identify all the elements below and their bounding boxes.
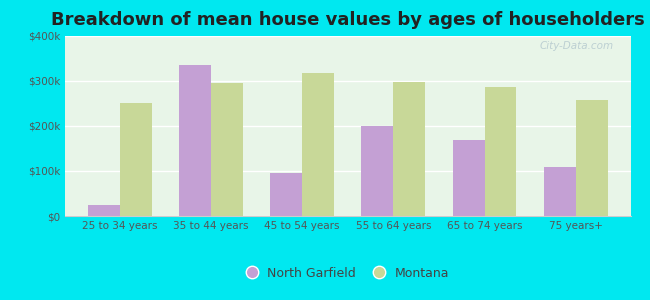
Text: City-Data.com: City-Data.com	[540, 41, 614, 51]
Legend: North Garfield, Montana: North Garfield, Montana	[242, 262, 454, 285]
Bar	[393, 82, 425, 216]
Bar	[179, 65, 211, 216]
Bar	[302, 73, 334, 216]
Bar	[484, 87, 517, 216]
Bar	[452, 140, 484, 216]
Bar	[120, 103, 151, 216]
Bar	[88, 205, 120, 216]
Bar	[270, 173, 302, 216]
Bar	[361, 126, 393, 216]
Bar	[211, 83, 243, 216]
Bar	[544, 167, 576, 216]
Bar	[576, 100, 608, 216]
Title: Breakdown of mean house values by ages of householders: Breakdown of mean house values by ages o…	[51, 11, 645, 29]
